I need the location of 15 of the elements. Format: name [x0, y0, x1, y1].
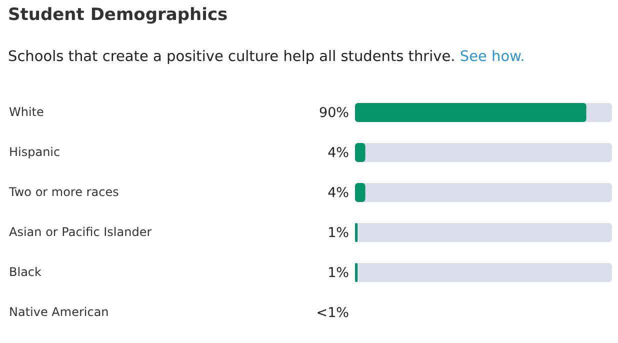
data-label: 1% — [328, 265, 350, 281]
y-tick-label: Hispanic — [9, 145, 60, 159]
y-tick-label: Asian or Pacific Islander — [9, 225, 152, 239]
data-label: 4% — [328, 145, 350, 161]
data-label: <1% — [316, 305, 350, 321]
text: Schools that create a positive culture help all students thrive. — [8, 49, 456, 65]
y-tick-label: White — [9, 105, 44, 119]
text: See how. — [460, 49, 525, 65]
data-label: 90% — [318, 105, 350, 121]
data-label: 4% — [328, 185, 350, 201]
y-tick-label: Two or more races — [8, 185, 119, 199]
data-label: 1% — [328, 225, 350, 241]
text: Student Demographics — [8, 4, 229, 26]
y-tick-label: Black — [9, 265, 42, 279]
y-tick-label: Native American — [9, 305, 109, 319]
